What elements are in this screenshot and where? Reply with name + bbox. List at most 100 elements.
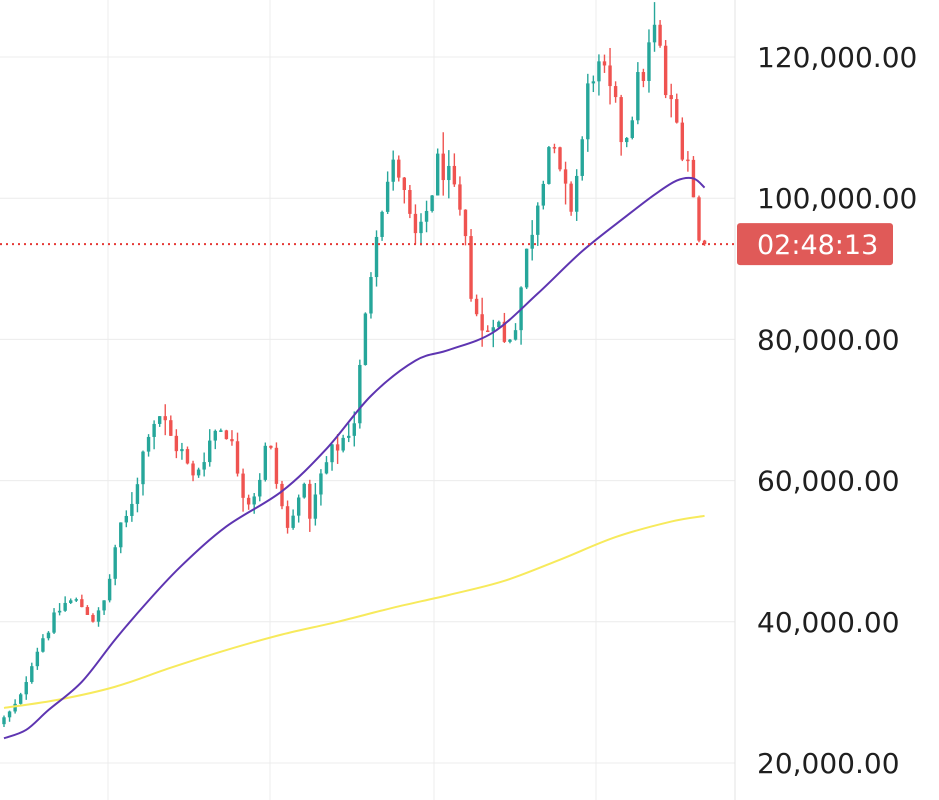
candle-body bbox=[424, 210, 429, 222]
candle-body bbox=[319, 473, 323, 495]
slow-moving-average-line bbox=[3, 514, 705, 709]
candle-body bbox=[419, 221, 423, 234]
candle-body bbox=[530, 234, 534, 249]
candle-body bbox=[263, 445, 268, 480]
candle-body bbox=[91, 614, 95, 622]
candle-body bbox=[352, 423, 356, 436]
candle-body bbox=[552, 147, 557, 149]
candle-body bbox=[335, 444, 340, 451]
candle-body bbox=[408, 190, 412, 214]
candle-body bbox=[591, 81, 596, 84]
candle-body bbox=[202, 462, 206, 470]
candle-body bbox=[536, 205, 540, 235]
candle-body bbox=[491, 327, 495, 332]
candle-body bbox=[397, 159, 401, 178]
candle-body bbox=[413, 213, 418, 234]
candle-body bbox=[391, 159, 395, 182]
candle-body bbox=[35, 651, 40, 667]
candle-body bbox=[274, 447, 279, 484]
y-tick-label: 20,000.00 bbox=[757, 747, 900, 780]
candle-body bbox=[625, 137, 629, 143]
candle-body bbox=[469, 236, 473, 299]
candle-body bbox=[252, 496, 256, 505]
candle-body bbox=[574, 175, 579, 212]
candle-body bbox=[130, 503, 134, 516]
candle-body bbox=[174, 435, 179, 452]
candle-body bbox=[241, 473, 245, 498]
candle-body bbox=[663, 45, 668, 96]
candle-body bbox=[647, 42, 651, 81]
candle-body bbox=[402, 177, 407, 191]
candle-body bbox=[669, 95, 673, 100]
candle-body bbox=[163, 416, 167, 421]
candle-body bbox=[458, 184, 462, 210]
candle-body bbox=[285, 506, 290, 528]
candle-body bbox=[380, 211, 384, 237]
candle-body bbox=[208, 440, 212, 463]
candle-body bbox=[497, 321, 501, 328]
candle-body bbox=[441, 153, 445, 181]
candle-body bbox=[246, 497, 251, 505]
y-tick-label: 80,000.00 bbox=[757, 323, 900, 356]
candle-body bbox=[191, 463, 195, 476]
candle-body bbox=[80, 599, 84, 608]
candle-body bbox=[347, 435, 351, 438]
candle-body bbox=[558, 147, 562, 170]
candle-body bbox=[563, 169, 568, 184]
candle-body bbox=[74, 599, 78, 601]
candle-body bbox=[619, 97, 623, 143]
candle-body bbox=[69, 600, 73, 603]
candle-body bbox=[2, 717, 6, 725]
candle-body bbox=[219, 430, 223, 432]
candle-body bbox=[46, 632, 51, 639]
countdown-label: 02:48:13 bbox=[757, 230, 878, 261]
candle-body bbox=[641, 72, 646, 81]
candle-body bbox=[63, 602, 67, 611]
candle-body bbox=[124, 515, 129, 523]
price-axis[interactable]: 120,000.00 100,000.00 80,000.00 60,000.00 40… bbox=[757, 41, 917, 780]
candle-body bbox=[230, 439, 234, 442]
candle-body bbox=[480, 314, 484, 331]
candle-body bbox=[463, 209, 468, 237]
candle-body bbox=[502, 321, 507, 342]
candle-body bbox=[680, 122, 685, 160]
candle-body bbox=[13, 703, 17, 712]
grid-lines bbox=[0, 0, 735, 800]
candle-body bbox=[608, 65, 612, 87]
candle-body bbox=[224, 430, 229, 440]
candle-body bbox=[157, 416, 162, 424]
candle-body bbox=[435, 153, 440, 196]
candle-body bbox=[30, 666, 34, 683]
fast-moving-average-line bbox=[3, 176, 706, 740]
candle-body bbox=[7, 711, 12, 718]
candle-body bbox=[85, 607, 90, 615]
candle-body bbox=[135, 484, 140, 504]
candle-body bbox=[374, 236, 379, 278]
candle-body bbox=[524, 248, 529, 288]
current-price-tag: 02:48:13 bbox=[737, 223, 893, 266]
y-tick-label: 60,000.00 bbox=[757, 465, 900, 498]
candle-body bbox=[602, 61, 607, 66]
candle-body bbox=[52, 612, 56, 633]
candle-body bbox=[547, 147, 551, 184]
candle-body bbox=[675, 99, 679, 123]
candle-body bbox=[146, 436, 151, 452]
candle-body bbox=[102, 600, 106, 611]
candle-body bbox=[474, 298, 479, 315]
candle-body bbox=[152, 423, 156, 437]
y-tick-label: 120,000.00 bbox=[757, 41, 917, 74]
candle-body bbox=[180, 449, 184, 452]
candle-body bbox=[613, 86, 618, 98]
candle-body bbox=[258, 479, 262, 497]
candle-body bbox=[324, 462, 329, 474]
candle-body bbox=[41, 638, 45, 652]
candlesticks bbox=[2, 2, 707, 727]
candle-body bbox=[658, 24, 662, 46]
candle-body bbox=[213, 430, 217, 441]
candle-body bbox=[18, 694, 23, 704]
candle-body bbox=[341, 437, 345, 451]
y-tick-label: 40,000.00 bbox=[757, 606, 900, 639]
candle-body bbox=[24, 682, 28, 695]
candle-body bbox=[513, 330, 518, 340]
